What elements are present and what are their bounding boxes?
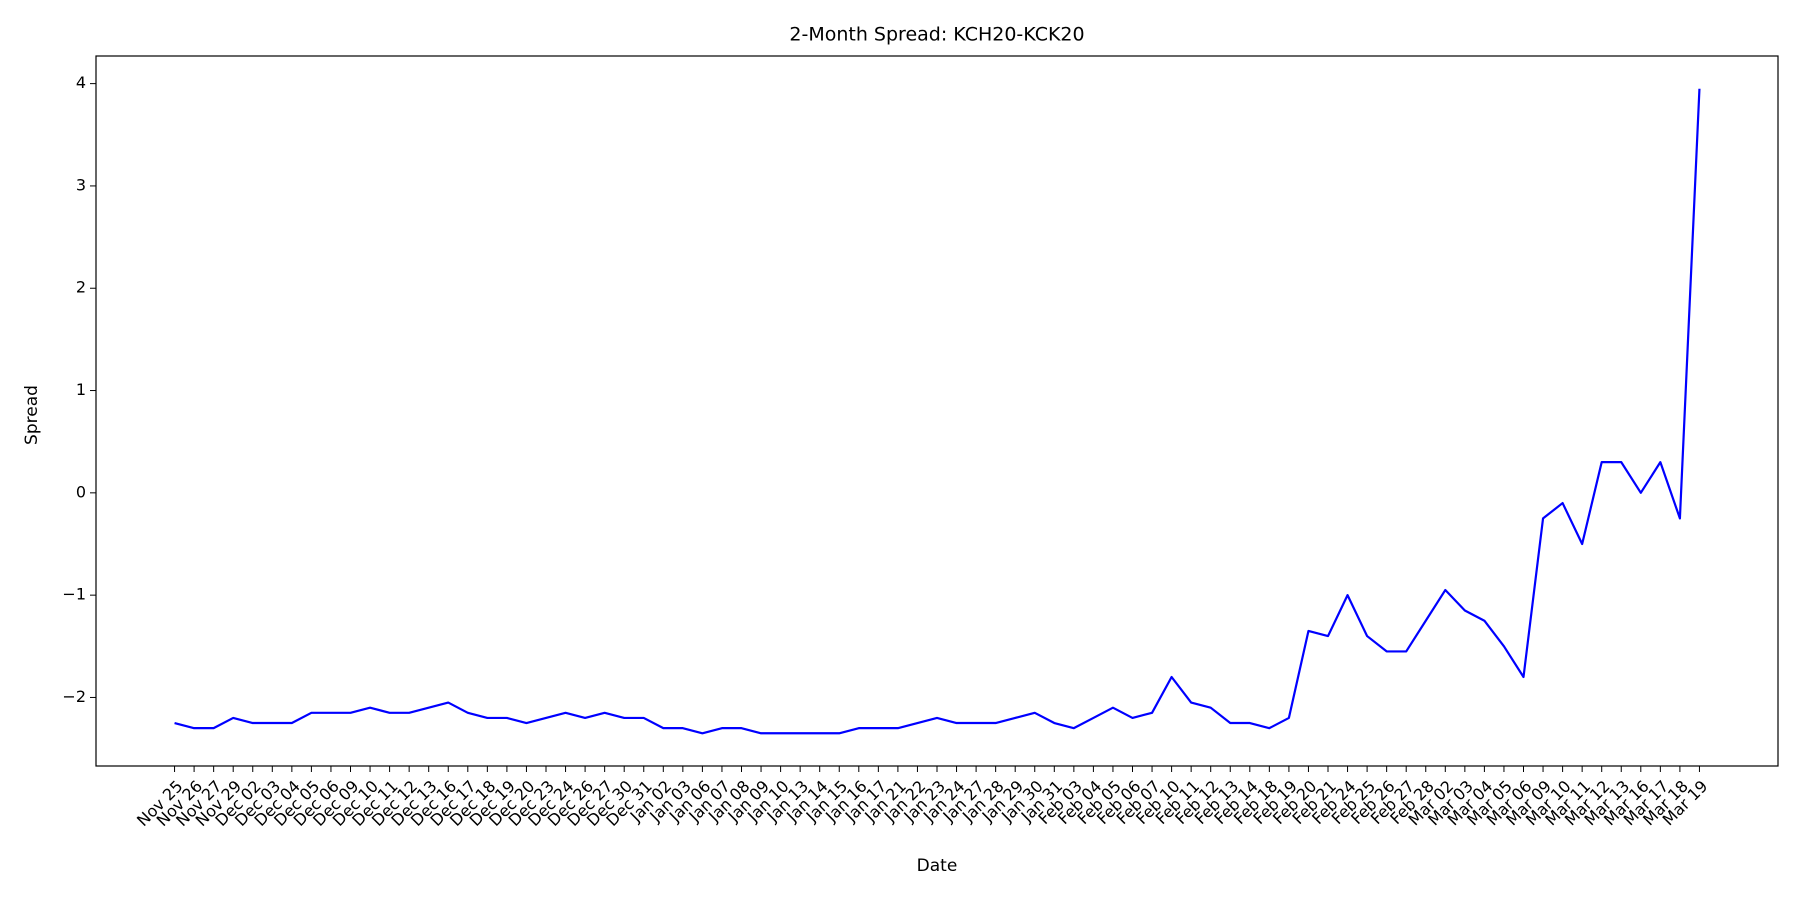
x-axis-label: Date (917, 856, 958, 876)
y-tick-label: 4 (76, 73, 86, 92)
line (174, 88, 1701, 735)
y-tick-label: −1 (62, 585, 86, 604)
y-axis-label: Spread (22, 385, 42, 445)
y-tick-label: 3 (76, 175, 86, 194)
y-tick-label: 2 (76, 278, 86, 297)
y-tick-label: 0 (76, 482, 86, 501)
y-tick-label: 1 (76, 380, 86, 399)
y-tick-label: −2 (62, 687, 86, 706)
chart-title: 2-Month Spread: KCH20-KCK20 (789, 24, 1084, 46)
